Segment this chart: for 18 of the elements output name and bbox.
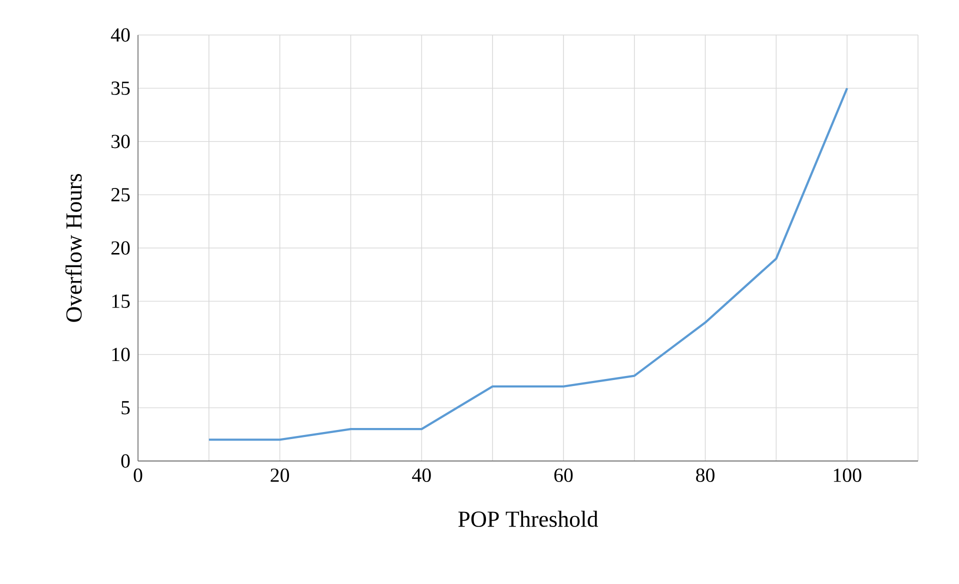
x-tick-label: 40 bbox=[412, 468, 431, 482]
x-tick-label: 20 bbox=[270, 468, 290, 482]
x-tick-label: 60 bbox=[554, 468, 573, 482]
y-axis-title: Overflow Hours bbox=[65, 174, 82, 322]
y-tick-label: 20 bbox=[111, 241, 130, 255]
y-tick-label: 10 bbox=[112, 348, 130, 362]
x-axis-title: POP Threshold bbox=[458, 510, 598, 527]
x-tick-label: 80 bbox=[696, 468, 714, 482]
y-tick-label: 30 bbox=[112, 134, 130, 148]
y-tick-label: 15 bbox=[112, 294, 130, 308]
line-series bbox=[208, 87, 848, 441]
y-tick-label: 40 bbox=[110, 28, 130, 42]
y-tick-label: 25 bbox=[111, 188, 130, 202]
y-tick-label: 5 bbox=[122, 401, 130, 414]
y-tick-label: 35 bbox=[112, 82, 130, 95]
x-tick-label: 0 bbox=[134, 468, 142, 482]
y-tick-label: 0 bbox=[121, 454, 130, 468]
x-tick-label: 100 bbox=[834, 468, 862, 482]
